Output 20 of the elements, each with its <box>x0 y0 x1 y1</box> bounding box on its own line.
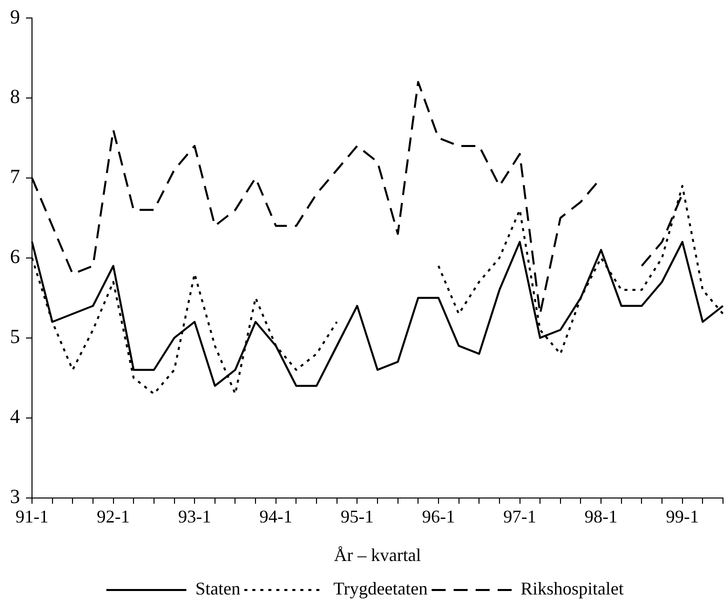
x-tick-label: 97-1 <box>503 506 536 526</box>
legend-label: Rikshospitalet <box>520 578 624 599</box>
x-tick-label: 93-1 <box>178 506 212 526</box>
x-tick-label: 91-1 <box>16 506 48 526</box>
x-tick-label: 98-1 <box>584 506 618 526</box>
x-tick-label: 99-1 <box>666 506 699 526</box>
y-tick-label: 9 <box>10 6 20 28</box>
y-tick-label: 5 <box>10 326 20 348</box>
x-tick-label: 95-1 <box>340 506 374 526</box>
x-tick-label: 96-1 <box>422 506 455 526</box>
legend-label: Trygdeetaten <box>333 578 428 599</box>
x-axis-title: År – kvartal <box>334 544 421 565</box>
y-tick-label: 6 <box>10 246 20 268</box>
legend-label: Staten <box>195 578 240 599</box>
y-tick-label: 4 <box>10 406 20 428</box>
y-tick-label: 8 <box>10 86 20 108</box>
x-tick-label: 92-1 <box>96 506 130 526</box>
y-tick-label: 7 <box>10 166 20 188</box>
x-tick-label: 94-1 <box>259 506 292 526</box>
y-tick-label: 3 <box>10 486 20 508</box>
